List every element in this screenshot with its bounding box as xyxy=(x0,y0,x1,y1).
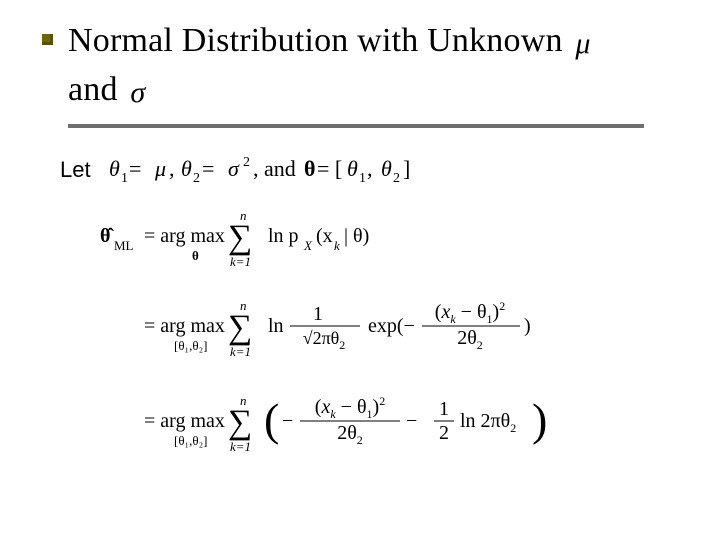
pX: X xyxy=(303,238,313,253)
eq2: = xyxy=(202,156,214,181)
under3: [θ₁,θ₂] xyxy=(174,433,207,448)
xk: k xyxy=(334,238,340,253)
title-bullet-icon xyxy=(42,34,53,45)
f1top: 1 xyxy=(313,303,323,325)
f3b-bot: 2 xyxy=(439,422,449,444)
op1: = arg max xyxy=(144,225,225,247)
title-text-1: Normal Distribution with Unknown xyxy=(68,22,563,59)
sigma: σ xyxy=(228,156,240,181)
sub1: 1 xyxy=(121,171,128,186)
theta2: θ xyxy=(181,156,192,181)
op2: = arg max xyxy=(144,315,225,337)
paren: (x xyxy=(316,225,333,247)
neg3: − xyxy=(282,410,293,432)
slide-body: Let θ 1 = μ , θ 2 = σ 2 , and θ = [ xyxy=(56,128,684,497)
s2: 2 xyxy=(393,171,400,186)
slide-title: Normal Distribution with Unknown μ and σ xyxy=(68,18,684,116)
op3: = arg max xyxy=(144,410,225,432)
sum2-b: k=1 xyxy=(230,344,251,359)
andtxt: , and xyxy=(253,156,296,181)
ml-sub: ML xyxy=(114,238,134,253)
sigma3-icon: ∑ xyxy=(228,404,252,441)
theta1: θ xyxy=(109,156,120,181)
eq-line-1: θ̂ ML = arg max θ n ∑ k=1 ln p X (x k | … xyxy=(100,208,369,269)
t2: θ xyxy=(381,156,392,181)
theta-hat: θ̂ xyxy=(100,225,114,247)
f3a-bot: 2θ2 xyxy=(337,422,363,447)
ln2: ln xyxy=(268,315,284,337)
ef-bot: 2θ2 xyxy=(457,327,483,352)
boldtheta: θ xyxy=(304,156,315,181)
eq-line-2: = arg max [θ₁,θ₂] n ∑ k=1 ln 1 √2πθ2 exp… xyxy=(144,298,531,359)
title-text-2: and xyxy=(68,71,118,108)
under2: [θ₁,θ₂] xyxy=(174,338,207,353)
sum3-b: k=1 xyxy=(230,439,251,454)
slide: Normal Distribution with Unknown μ and σ… xyxy=(0,0,720,540)
sum1-b: k=1 xyxy=(230,254,251,269)
bigopen: ( xyxy=(264,394,279,445)
equation-block: θ̂ ML = arg max θ n ∑ k=1 ln p X (x k | … xyxy=(100,202,684,497)
eq-line-3: = arg max [θ₁,θ₂] n ∑ k=1 ( − (xk − θ1)2… xyxy=(144,393,547,454)
ef-top: (xk − θ1)2 xyxy=(435,299,505,326)
tail3: ln 2πθ2 xyxy=(460,410,516,435)
veceq: = [ xyxy=(317,156,342,181)
c1: , xyxy=(169,156,175,181)
mu: μ xyxy=(154,156,166,181)
s1: 1 xyxy=(359,171,366,186)
f3a-top: (xk − θ1)2 xyxy=(315,394,385,421)
exp: exp(− xyxy=(368,315,415,337)
bar: | θ) xyxy=(344,225,369,247)
let-expression: θ 1 = μ , θ 2 = σ 2 , and θ = [ θ 1 , xyxy=(109,154,469,186)
minus3: − xyxy=(406,410,417,432)
sup2: 2 xyxy=(243,155,250,170)
close: ] xyxy=(403,156,410,181)
sub2: 2 xyxy=(193,171,200,186)
eq1: = xyxy=(129,156,141,181)
sigma-icon: σ xyxy=(126,70,145,116)
f3b-top: 1 xyxy=(439,398,449,420)
mid: , xyxy=(367,156,373,181)
under1: θ xyxy=(192,248,199,263)
close2: ) xyxy=(524,315,531,337)
mu-icon: μ xyxy=(571,21,590,67)
title-line-1: Normal Distribution with Unknown μ xyxy=(68,18,684,67)
bigclose: ) xyxy=(532,394,547,445)
let-row: Let θ 1 = μ , θ 2 = σ 2 , and θ = [ xyxy=(60,154,684,186)
t1: θ xyxy=(347,156,358,181)
sigma1-icon: ∑ xyxy=(228,219,252,256)
ln-p: ln p xyxy=(268,225,299,247)
title-line-2: and σ xyxy=(68,67,684,116)
f1bot: √2πθ2 xyxy=(303,328,346,352)
let-label: Let xyxy=(60,157,91,183)
equations-svg: θ̂ ML = arg max θ n ∑ k=1 ln p X (x k | … xyxy=(100,202,660,492)
sigma2-icon: ∑ xyxy=(228,309,252,346)
